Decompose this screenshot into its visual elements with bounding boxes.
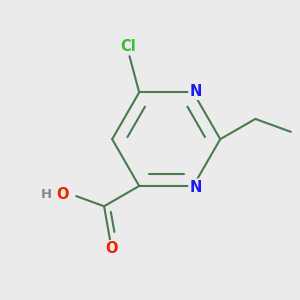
Text: H: H — [41, 188, 52, 201]
Text: O: O — [105, 242, 118, 256]
Text: O: O — [56, 187, 69, 202]
Text: N: N — [190, 180, 202, 195]
Text: Cl: Cl — [120, 39, 136, 54]
Text: N: N — [190, 83, 202, 98]
